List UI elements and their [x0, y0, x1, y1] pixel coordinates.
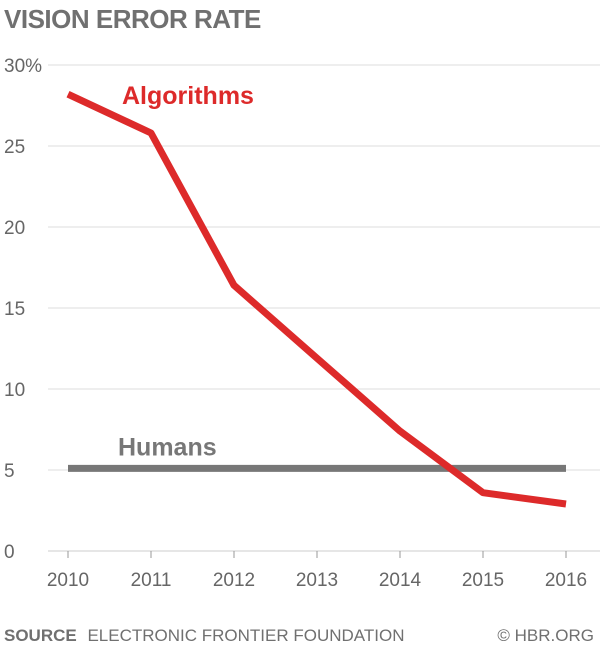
y-tick-label: 0 — [4, 542, 15, 563]
y-tick-label: 30% — [4, 56, 42, 77]
credit: © HBR.ORG — [497, 626, 594, 645]
x-tick-label: 2016 — [545, 570, 587, 591]
source-label: SOURCE — [4, 626, 77, 645]
x-tick-label: 2012 — [213, 570, 255, 591]
x-tick-label: 2010 — [47, 570, 89, 591]
chart-title: VISION ERROR RATE — [4, 4, 261, 34]
x-tick-label: 2013 — [296, 570, 338, 591]
chart-footer: SOURCE ELECTRONIC FRONTIER FOUNDATION © … — [4, 626, 594, 646]
series-label-algorithms: Algorithms — [122, 82, 254, 110]
x-tick-label: 2014 — [379, 570, 422, 591]
y-tick-label: 15 — [4, 299, 25, 320]
y-tick-label: 10 — [4, 380, 25, 401]
x-tick-label: 2015 — [462, 570, 504, 591]
source-text: ELECTRONIC FRONTIER FOUNDATION — [87, 626, 405, 645]
y-tick-label: 5 — [4, 461, 15, 482]
y-tick-label: 25 — [4, 137, 25, 158]
series-label-humans: Humans — [118, 433, 217, 461]
y-tick-label: 20 — [4, 218, 25, 239]
x-tick-label: 2011 — [131, 570, 172, 591]
line-chart: 0 5 10 15 20 25 30% 2010 2011 2012 2013 2014 2015 201… — [4, 56, 600, 591]
series-line-algorithms — [66, 91, 567, 508]
